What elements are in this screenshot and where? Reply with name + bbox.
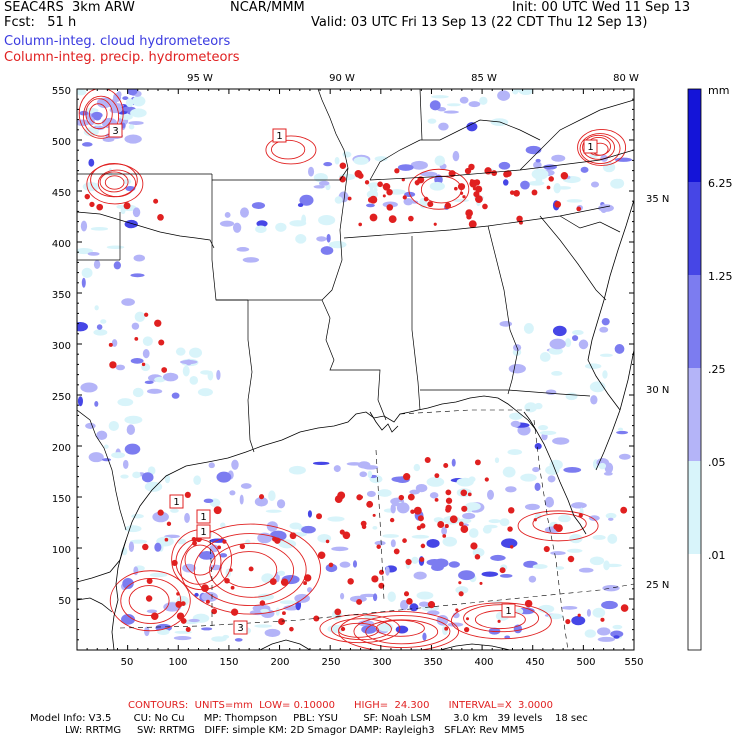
x-tick-300: 300	[372, 657, 391, 668]
y-tick-200: 200	[52, 443, 71, 454]
model-info-line1: Model Info: V3.5 CU: No Cu MP: Thompson …	[30, 713, 588, 724]
legend-swatch-3	[688, 275, 701, 368]
svg-text:1: 1	[173, 497, 179, 508]
contour-info: CONTOURS: UNITS=mm LOW= 0.10000 HIGH= 24…	[128, 700, 554, 711]
x-tick-150: 150	[219, 657, 238, 668]
color-legend: mm 6.25 1.25 .25 .05 .01	[687, 84, 733, 651]
svg-text:1: 1	[587, 142, 593, 153]
legend-unit: mm	[708, 84, 729, 97]
legend-level-6.25: 6.25	[708, 177, 733, 190]
legend-swatch-4	[688, 368, 701, 461]
lat-label-35n: 35 N	[646, 194, 669, 205]
forecast-hour: Fcst: 51 h	[4, 15, 77, 30]
legend-swatch-5	[688, 461, 701, 554]
legend-swatch-1	[688, 89, 701, 182]
legend-level-.01: .01	[708, 549, 726, 562]
y-tick-labels: 50 100 150 200 250 300 350 400 450 500 5…	[52, 86, 71, 607]
organization-label: NCAR/MMM	[230, 0, 305, 15]
svg-text:1: 1	[276, 131, 282, 142]
gulf-boundary-lines	[119, 409, 634, 650]
legend-level-.05: .05	[708, 456, 726, 469]
lat-label-25n: 25 N	[646, 580, 669, 591]
init-time: Init: 00 UTC Wed 11 Sep 13	[512, 0, 691, 15]
y-tick-550: 550	[52, 86, 71, 97]
y-tick-500: 500	[52, 137, 71, 148]
cloud-field-label: Column-integ. cloud hydrometeors	[4, 34, 231, 49]
x-tick-350: 350	[423, 657, 442, 668]
y-tick-50: 50	[58, 596, 71, 607]
contour-label: 3	[233, 620, 248, 635]
contour-label: 1	[272, 128, 287, 143]
y-tick-350: 350	[52, 290, 71, 301]
y-tick-300: 300	[52, 341, 71, 352]
y-tick-400: 400	[52, 239, 71, 250]
legend-swatch-6	[688, 554, 701, 650]
svg-text:3: 3	[237, 623, 243, 634]
model-info-line2: LW: RRTMG SW: RRTMG DIFF: simple KM: 2D …	[30, 725, 525, 736]
legend-level-.25: .25	[708, 363, 726, 376]
contour-label: 1	[501, 603, 516, 618]
svg-text:3: 3	[112, 126, 118, 137]
x-tick-550: 550	[624, 657, 643, 668]
coastlines	[77, 199, 634, 650]
precip-contours	[78, 89, 629, 650]
valid-time: Valid: 03 UTC Fri 13 Sep 13 (22 CDT Thu …	[311, 15, 648, 30]
contour-labels: 1 1 1 1 1 3 1 3	[108, 123, 598, 635]
lon-label-90w: 90 W	[329, 73, 355, 84]
x-tick-500: 500	[576, 657, 595, 668]
svg-text:1: 1	[200, 512, 206, 523]
lon-label-80w: 80 W	[613, 73, 639, 84]
y-tick-450: 450	[52, 188, 71, 199]
lon-label-85w: 85 W	[471, 73, 497, 84]
legend-level-1.25: 1.25	[708, 270, 733, 283]
lon-label-95w: 95 W	[187, 73, 213, 84]
svg-text:1: 1	[505, 606, 511, 617]
x-tick-250: 250	[321, 657, 340, 668]
x-tick-50: 50	[121, 657, 134, 668]
map-frame	[76, 88, 635, 651]
legend-swatch-2	[688, 182, 701, 275]
x-tick-400: 400	[474, 657, 493, 668]
x-tick-450: 450	[525, 657, 544, 668]
state-borders	[77, 89, 634, 531]
contour-label: 1	[196, 509, 211, 524]
x-tick-200: 200	[270, 657, 289, 668]
axis-ticks	[77, 88, 635, 650]
y-tick-100: 100	[52, 545, 71, 556]
contour-label: 1	[169, 494, 184, 509]
y-tick-250: 250	[52, 392, 71, 403]
contour-label: 3	[108, 123, 123, 138]
legend-frame	[687, 88, 702, 651]
lat-label-30n: 30 N	[646, 385, 669, 396]
x-tick-labels: 50 100 150 200 250 300 350 400 450 500 5…	[121, 657, 644, 668]
contour-label: 1	[583, 139, 598, 154]
precip-field-label: Column-integ. precip. hydrometeors	[4, 50, 240, 65]
model-title: SEAC4RS 3km ARW	[4, 0, 135, 15]
x-tick-100: 100	[168, 657, 187, 668]
contour-label: 1	[196, 524, 211, 539]
y-tick-150: 150	[52, 494, 71, 505]
map-content	[77, 89, 634, 650]
svg-text:1: 1	[200, 527, 206, 538]
